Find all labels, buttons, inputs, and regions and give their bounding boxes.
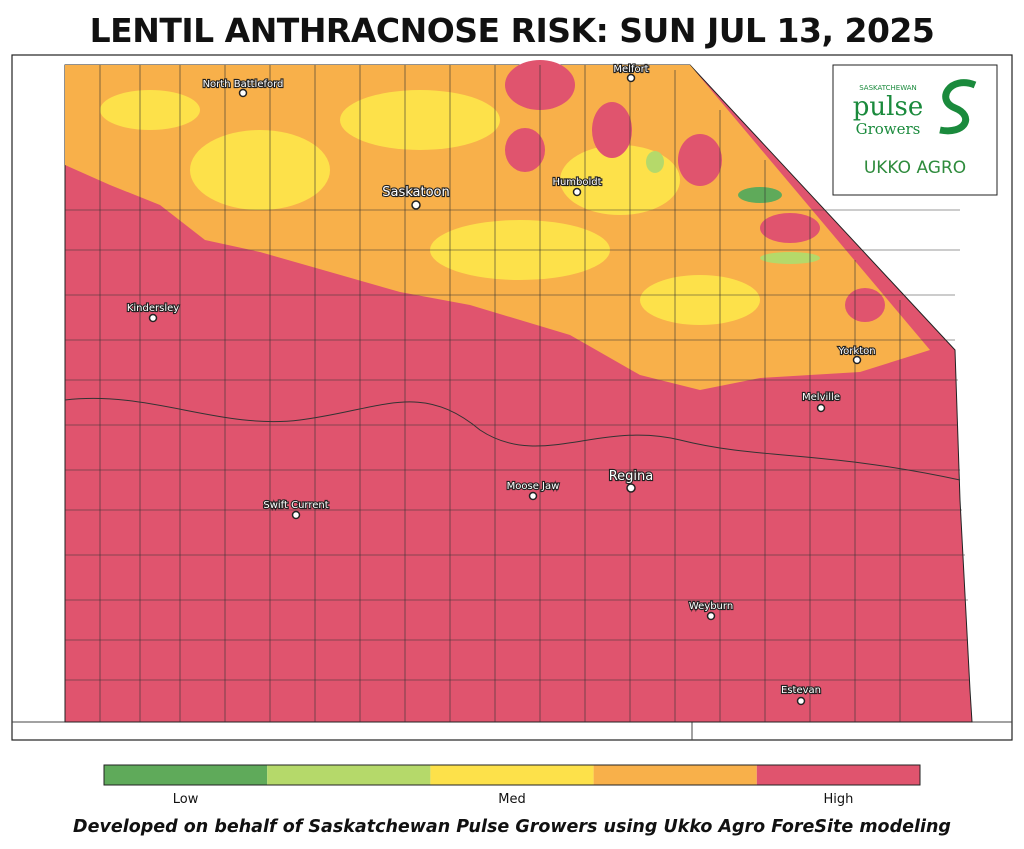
legend-swatch <box>104 765 268 785</box>
legend-label: Low <box>173 792 199 807</box>
legend-swatch <box>267 765 431 785</box>
city-markers <box>148 73 862 706</box>
city-label: Moose Jaw <box>507 481 560 492</box>
city-label: Weyburn <box>689 601 733 612</box>
legend-label: Med <box>498 792 525 807</box>
city-label: Kindersley <box>127 303 179 314</box>
city-label: Swift Current <box>263 500 328 511</box>
city-label: Saskatoon <box>382 185 450 200</box>
logo-text: UKKO AGRO <box>864 158 966 178</box>
legend-frame <box>103 764 921 786</box>
city-label: North Battleford <box>203 79 284 90</box>
logo-mark <box>939 79 977 135</box>
title: LENTIL ANTHRACNOSE RISK: SUN JUL 13, 202… <box>90 11 935 50</box>
logo-text: Growers <box>856 120 921 138</box>
city-label: Estevan <box>781 685 821 696</box>
legend-label: High <box>823 792 853 807</box>
footer: Developed on behalf of Saskatchewan Puls… <box>73 817 951 837</box>
city-label: Yorkton <box>837 346 875 357</box>
city-labels: North Battleford Melfort Saskatoon Humbo… <box>126 63 877 697</box>
logo-text: SASKATCHEWAN <box>859 84 917 92</box>
legend: Low Med High <box>103 764 921 807</box>
logo: SASKATCHEWAN pulse Growers UKKO AGRO <box>832 64 998 196</box>
city-label: Regina <box>609 469 654 484</box>
legend-swatch <box>430 765 594 785</box>
legend-swatch <box>756 765 920 785</box>
city-label: Melville <box>802 392 840 403</box>
legend-swatch <box>593 765 757 785</box>
city-label: Humboldt <box>552 177 601 188</box>
city-label: Melfort <box>613 64 648 75</box>
logo-text: pulse <box>853 92 923 122</box>
